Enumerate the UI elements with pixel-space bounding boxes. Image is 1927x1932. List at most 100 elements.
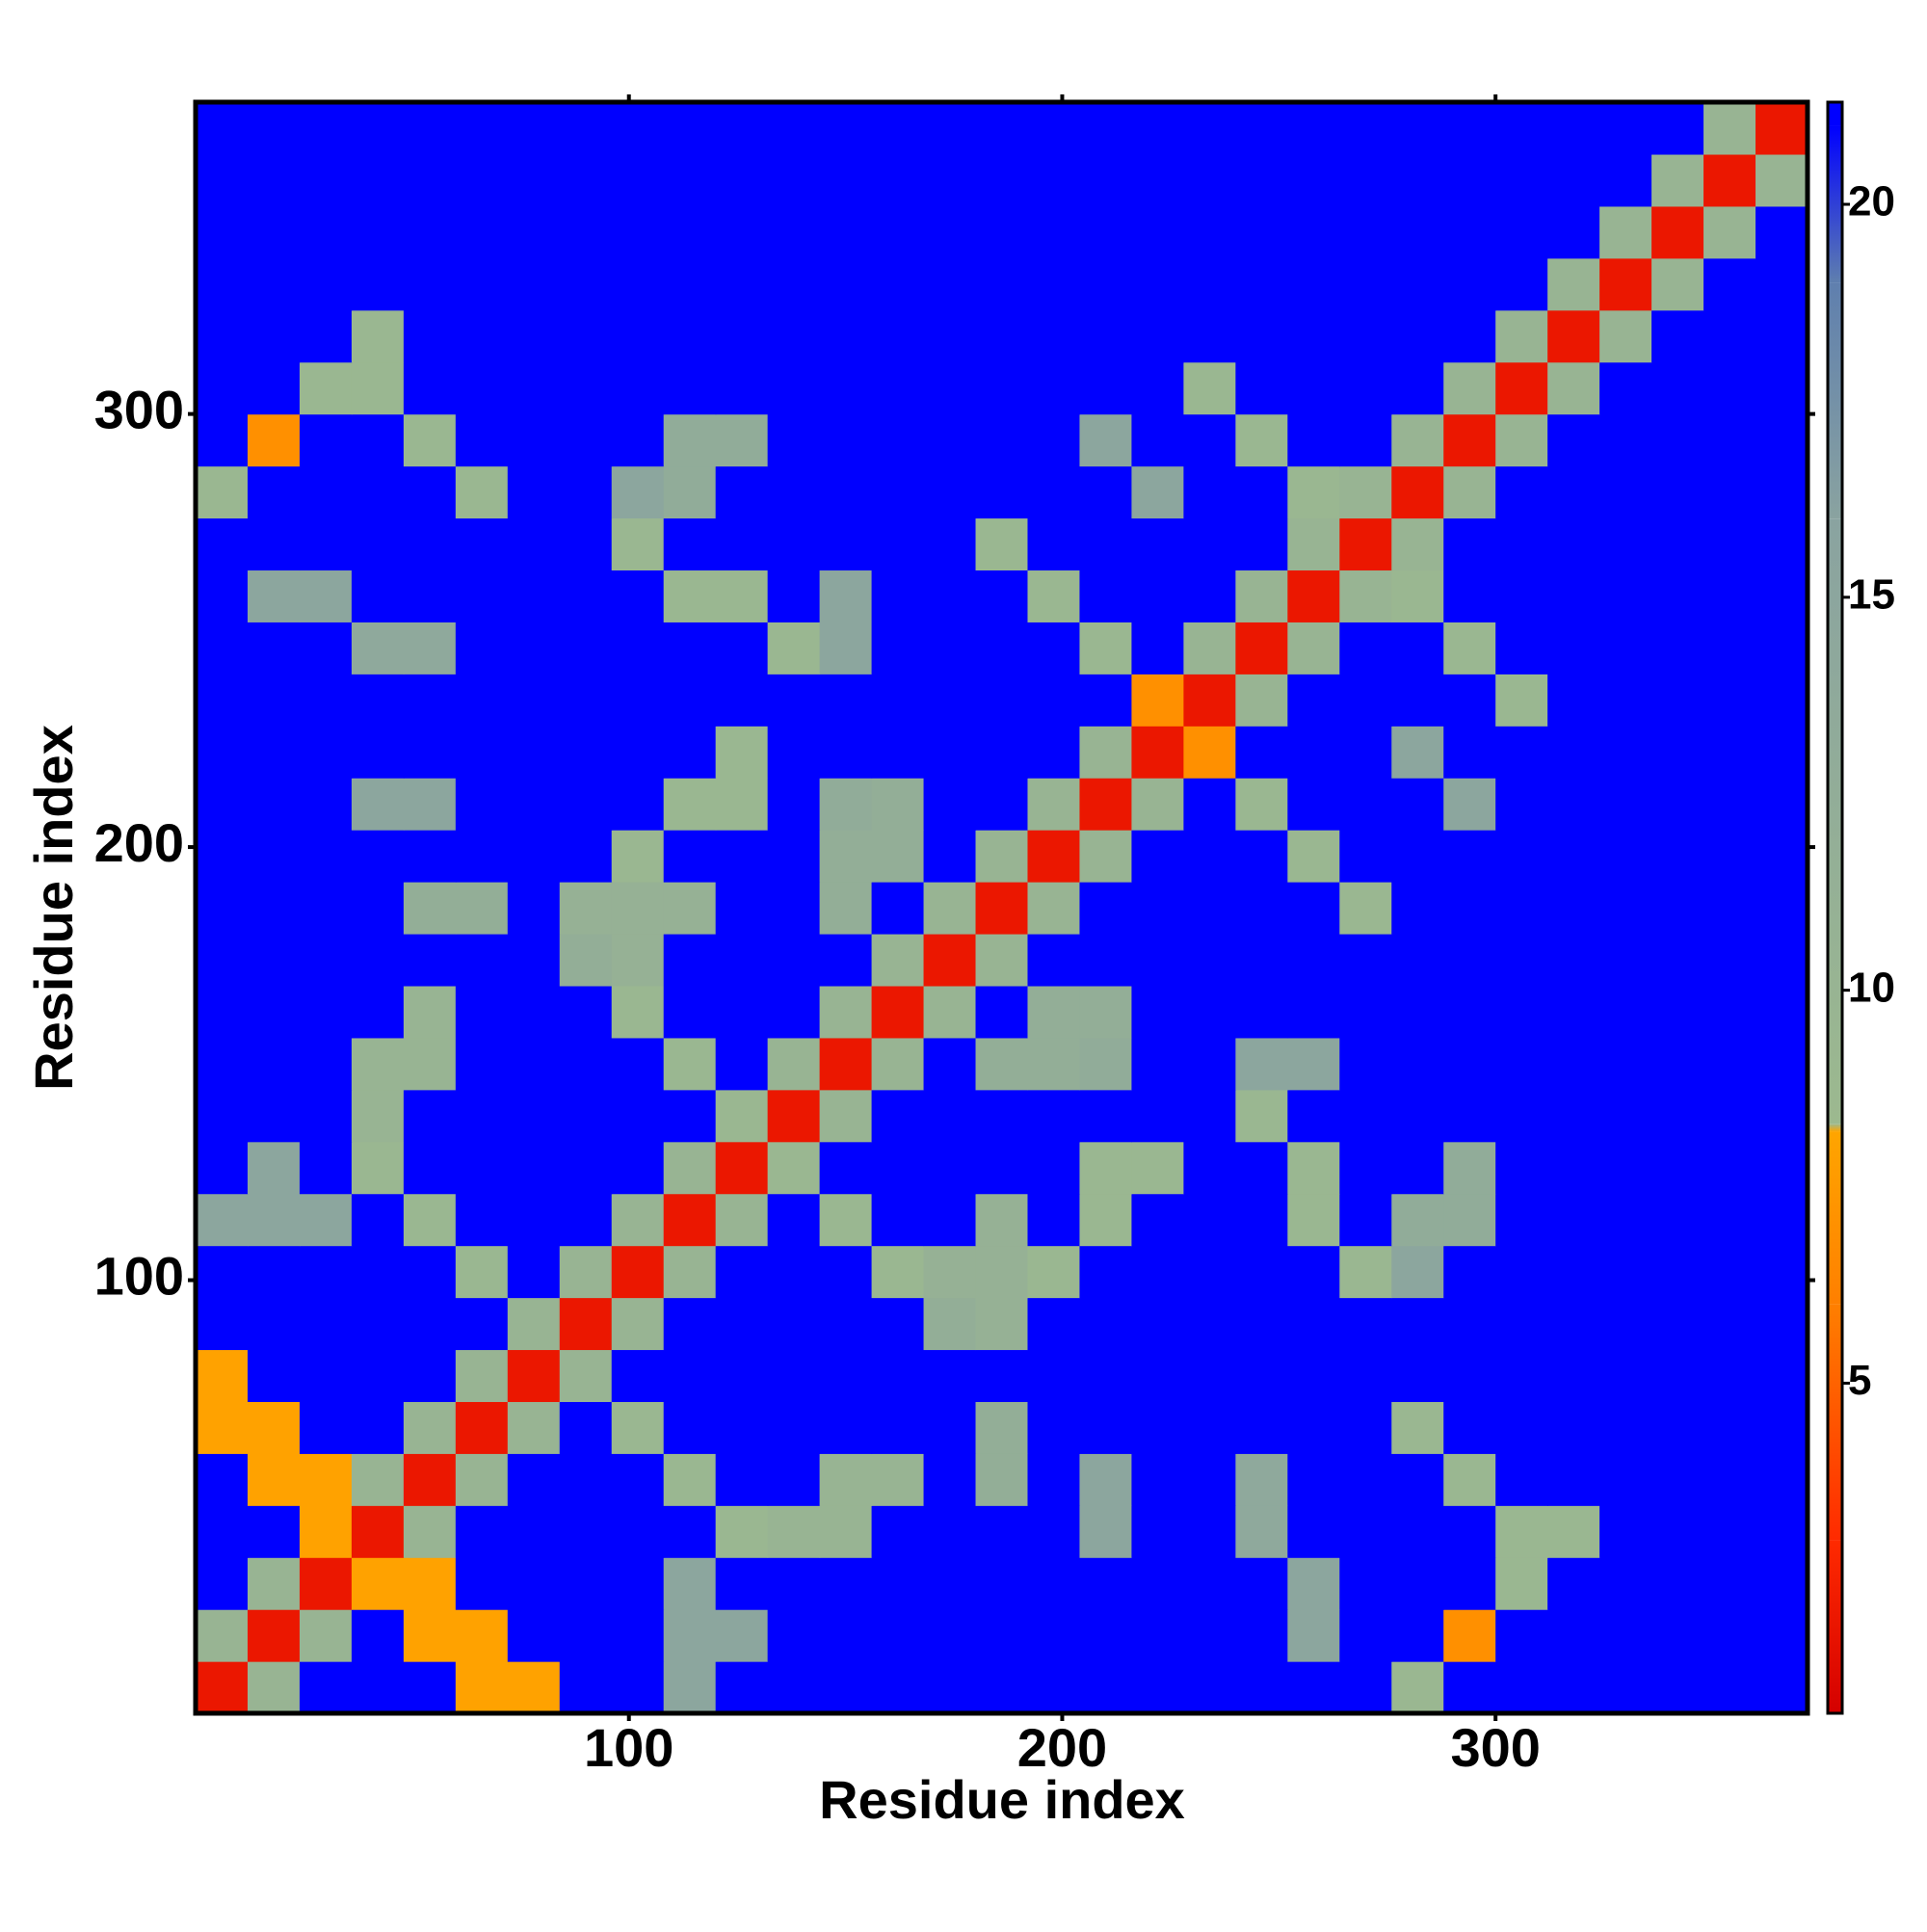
heatmap-cell [767, 726, 821, 779]
heatmap-cell [1131, 1557, 1184, 1610]
heatmap-cell [1391, 1609, 1444, 1662]
heatmap-cell [455, 153, 509, 207]
heatmap-cell [1183, 1505, 1236, 1558]
heatmap-cell [507, 830, 561, 883]
heatmap-cell [1599, 1557, 1652, 1610]
heatmap-cell [819, 1193, 873, 1247]
heatmap-cell [819, 985, 873, 1039]
heatmap-cell [1287, 622, 1340, 675]
colorbar-segment [1828, 518, 1842, 1125]
heatmap-cell [923, 1609, 977, 1662]
heatmap-cell [1443, 102, 1496, 155]
heatmap-cell [1131, 1245, 1184, 1299]
heatmap-cell [403, 1297, 457, 1351]
heatmap-cell [1547, 517, 1600, 571]
heatmap-cell [1495, 1557, 1548, 1610]
heatmap-cell [1183, 830, 1236, 883]
heatmap-cell [1183, 1245, 1236, 1299]
heatmap-cell [1339, 1505, 1392, 1558]
heatmap-cell [196, 882, 249, 935]
heatmap-cell [299, 1557, 353, 1610]
heatmap-cell [1495, 1037, 1548, 1091]
heatmap-cell [1495, 413, 1548, 467]
heatmap-cell [507, 309, 561, 363]
heatmap-cell [196, 1661, 249, 1714]
heatmap-cell [403, 153, 457, 207]
heatmap-cell [247, 1245, 301, 1299]
heatmap-cell [1235, 205, 1288, 259]
heatmap-cell [1027, 517, 1081, 571]
heatmap-cell [196, 933, 249, 987]
heatmap-cell [1755, 830, 1808, 883]
heatmap-cell [1443, 726, 1496, 779]
heatmap-cell [1755, 674, 1808, 727]
heatmap-cell [1391, 726, 1444, 779]
heatmap-cell [403, 102, 457, 155]
heatmap-cell [1131, 361, 1184, 415]
heatmap-cell [767, 1193, 821, 1247]
heatmap-cell [247, 1349, 301, 1402]
heatmap-cell [663, 1453, 717, 1506]
heatmap-cell [507, 933, 561, 987]
heatmap-cell [1599, 361, 1652, 415]
heatmap-cell [1079, 257, 1133, 311]
heatmap-cell [715, 933, 769, 987]
heatmap-cell [819, 1349, 873, 1402]
heatmap-cell [196, 153, 249, 207]
heatmap-cell [1703, 205, 1756, 259]
plot-frame [193, 99, 1810, 1716]
heatmap-cell [559, 1349, 613, 1402]
heatmap-cell [819, 361, 873, 415]
heatmap-cell [1287, 413, 1340, 467]
heatmap-cell [1443, 569, 1496, 622]
heatmap-cell [507, 153, 561, 207]
heatmap-cell [1287, 933, 1340, 987]
heatmap-cell [196, 985, 249, 1039]
heatmap-cell [559, 1609, 613, 1662]
heatmap-cell [559, 102, 613, 155]
heatmap-cell [1599, 413, 1652, 467]
heatmap-cell [196, 778, 249, 831]
heatmap-cell [1547, 102, 1600, 155]
heatmap-cell [1443, 778, 1496, 831]
heatmap-cell [923, 1557, 977, 1610]
heatmap-cell [1131, 778, 1184, 831]
heatmap-cell [455, 778, 509, 831]
heatmap-cell [1079, 674, 1133, 727]
heatmap-cell [351, 1401, 405, 1454]
heatmap-cell [923, 778, 977, 831]
heatmap-cell [1651, 1661, 1704, 1714]
heatmap-cell [1287, 102, 1340, 155]
heatmap-cell [923, 726, 977, 779]
heatmap-cell [767, 569, 821, 622]
heatmap-cell [455, 882, 509, 935]
heatmap-cell [1183, 1401, 1236, 1454]
heatmap-cell [507, 1609, 561, 1662]
heatmap-cell [1443, 933, 1496, 987]
heatmap-cell [507, 1557, 561, 1610]
heatmap-cell [819, 102, 873, 155]
heatmap-cell [871, 309, 925, 363]
heatmap-cell [1703, 569, 1756, 622]
heatmap-cell [1079, 778, 1133, 831]
heatmap-cell [923, 153, 977, 207]
heatmap-cell [299, 1453, 353, 1506]
heatmap-cell [247, 1661, 301, 1714]
heatmap-cell [196, 309, 249, 363]
heatmap-cell [871, 1505, 925, 1558]
heatmap-cell [299, 674, 353, 727]
heatmap-cell [1235, 257, 1288, 311]
heatmap-cell [1703, 985, 1756, 1039]
heatmap-cell [1339, 830, 1392, 883]
heatmap-cell [1391, 1453, 1444, 1506]
heatmap-cell [1287, 1141, 1340, 1195]
heatmap-cell [1339, 1089, 1392, 1143]
heatmap-cell [1391, 1245, 1444, 1299]
heatmap-cell [1079, 1297, 1133, 1351]
heatmap-cell [871, 413, 925, 467]
heatmap-cell [1183, 1661, 1236, 1714]
heatmap-cell [196, 1557, 249, 1610]
heatmap-cell [299, 102, 353, 155]
heatmap-cell [767, 1661, 821, 1714]
heatmap-cell [1339, 882, 1392, 935]
